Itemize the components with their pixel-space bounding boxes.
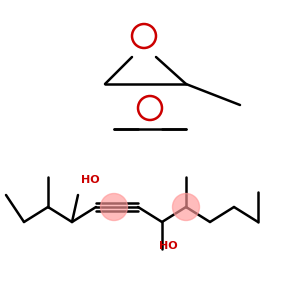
Circle shape	[172, 194, 200, 220]
Circle shape	[100, 194, 127, 220]
Text: HO: HO	[81, 175, 99, 185]
Text: HO: HO	[159, 241, 177, 251]
